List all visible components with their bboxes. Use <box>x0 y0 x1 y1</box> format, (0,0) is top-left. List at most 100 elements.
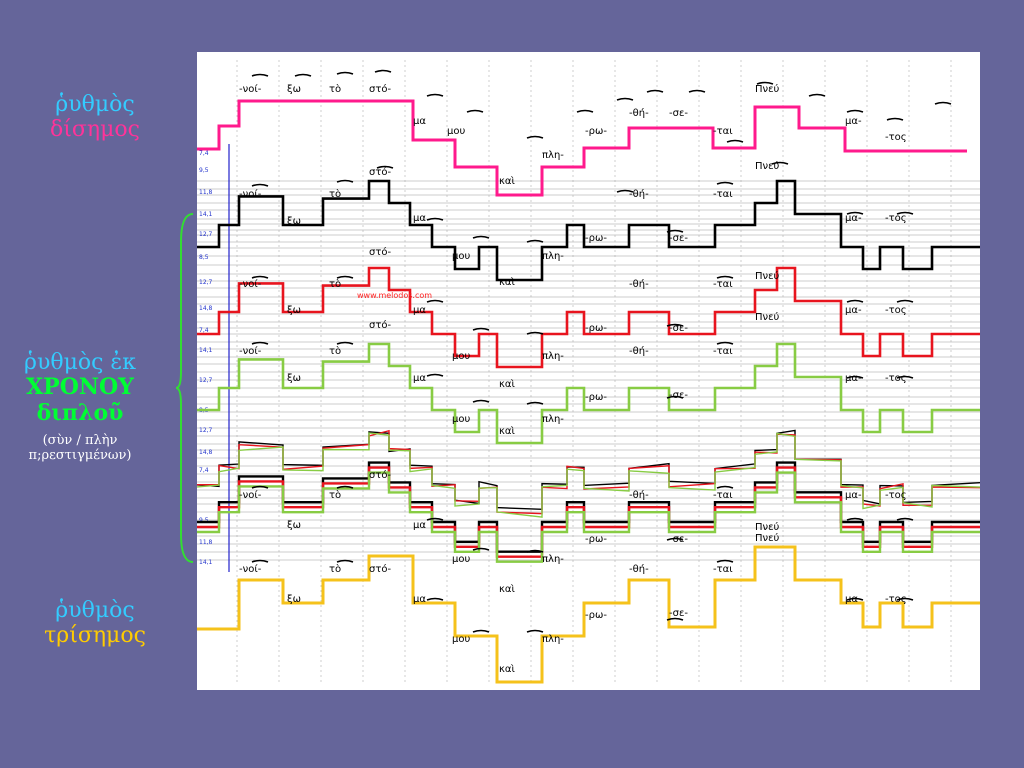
syllable-label: -σε- <box>669 390 688 401</box>
neume-mark <box>666 395 684 399</box>
neume-mark <box>526 331 544 335</box>
neume-mark <box>336 179 354 183</box>
neume-mark <box>716 275 734 279</box>
neume-mark <box>934 101 952 105</box>
neume-mark <box>426 217 444 221</box>
label-xronou-line3: διπλοῦ <box>36 399 124 426</box>
label-trisemos-line1: ῥυθμὸς <box>55 598 135 623</box>
scale-number: 9,5 <box>199 517 209 524</box>
syllable-label: -ρω- <box>585 610 607 621</box>
neume-mark <box>756 81 774 85</box>
syllable-label: μα <box>413 373 426 384</box>
scale-number: 14,1 <box>199 211 213 218</box>
syllable-label: μα- <box>845 213 862 224</box>
label-xronou-line1: ῥυθμὸς ἐκ <box>24 350 136 375</box>
syllable-label: τὸ <box>329 489 341 501</box>
neume-mark <box>666 323 684 327</box>
syllable-label: -ρω- <box>585 392 607 403</box>
label-trisemos: ῥυθμὸς τρίσημος <box>30 598 160 649</box>
syllable-label: τὸ <box>329 563 341 575</box>
neume-mark <box>336 559 354 563</box>
neume-mark <box>846 597 864 601</box>
scale-number: 12,7 <box>199 279 213 286</box>
neume-mark <box>472 547 490 551</box>
neume-mark <box>472 327 490 331</box>
scale-number: 11,8 <box>199 189 213 196</box>
neume-mark <box>716 341 734 345</box>
syllable-label: -ρω- <box>585 323 607 334</box>
neume-mark <box>426 517 444 521</box>
neume-mark <box>466 109 484 113</box>
neume-mark <box>472 629 490 633</box>
neume-mark <box>526 135 544 139</box>
neume-mark <box>896 597 914 601</box>
neume-mark <box>251 275 269 279</box>
neume-mark <box>251 73 269 77</box>
syllable-label: πλη- <box>542 251 564 262</box>
neume-mark <box>846 211 864 215</box>
neume-mark <box>726 139 744 143</box>
syllable-label: πλη- <box>542 351 564 362</box>
syllable-label: -νοί- <box>239 83 262 95</box>
syllable-label: -θή- <box>629 489 649 501</box>
scale-number: 8,5 <box>199 254 209 261</box>
syllable-label: τὸ <box>329 345 341 357</box>
neume-mark <box>576 109 594 113</box>
syllable-label: μα <box>413 305 426 316</box>
syllable-label: πλη- <box>542 414 564 425</box>
neume-mark <box>896 211 914 215</box>
syllable-label: ξω <box>287 305 301 316</box>
syllable-label: καὶ <box>499 583 515 595</box>
neume-mark <box>666 537 684 541</box>
syllable-label: -θή- <box>629 278 649 290</box>
syllable-label: στό- <box>369 83 391 95</box>
syllable-label: μα- <box>845 305 862 316</box>
neume-mark <box>526 629 544 633</box>
neume-mark <box>846 299 864 303</box>
syllable-label: τὸ <box>329 278 341 290</box>
syllable-label: στό- <box>369 469 391 481</box>
syllable-label: μα <box>413 213 426 224</box>
scale-number: 7,4 <box>199 467 209 474</box>
syllable-label: -ται <box>713 126 733 137</box>
neume-mark <box>426 597 444 601</box>
label-xronou: ῥυθμὸς ἐκ ΧΡΟΝΟΥ διπλοῦ (σὺν / πλὴν π;ρε… <box>0 350 160 464</box>
neume-mark <box>472 399 490 403</box>
syllable-label: -τος <box>885 132 907 143</box>
syllable-label: -τος <box>885 305 907 316</box>
syllable-label: στό- <box>369 319 391 331</box>
syllable-label: -ρω- <box>585 233 607 244</box>
black-line-1 <box>197 179 980 282</box>
syllable-label: -ται <box>713 279 733 290</box>
scale-number: 14,1 <box>199 347 213 354</box>
neume-mark <box>251 341 269 345</box>
syllable-label: μου <box>452 414 470 425</box>
syllable-label: -σε- <box>669 323 688 334</box>
neume-mark <box>336 275 354 279</box>
syllable-label: ξω <box>287 520 301 531</box>
neume-mark <box>526 401 544 405</box>
neume-mark <box>808 93 826 97</box>
neume-mark <box>771 161 789 165</box>
label-trisemos-line2: τρίσημος <box>44 623 146 649</box>
neume-mark <box>666 617 684 621</box>
neume-mark <box>336 71 354 75</box>
syllable-label: μα- <box>845 116 862 127</box>
syllable-label: στό- <box>369 563 391 575</box>
neume-mark <box>666 229 684 233</box>
syllable-label: μου <box>452 351 470 362</box>
syllable-label: τὸ <box>329 83 341 95</box>
syllable-label: Πνεύ <box>755 160 780 172</box>
neume-mark <box>472 235 490 239</box>
neume-mark <box>716 485 734 489</box>
label-xronou-line2: ΧΡΟΝΟΥ <box>26 374 134 401</box>
neume-mark <box>716 559 734 563</box>
syllable-label: -τος <box>885 213 907 224</box>
syllable-label: -ται <box>713 490 733 501</box>
syllable-label: -ρω- <box>585 126 607 137</box>
scale-number: 14,1 <box>199 559 213 566</box>
syllable-label: -τος <box>885 373 907 384</box>
syllable-label: καὶ <box>499 425 515 437</box>
syllable-label: στό- <box>369 166 391 178</box>
neume-mark <box>426 93 444 97</box>
